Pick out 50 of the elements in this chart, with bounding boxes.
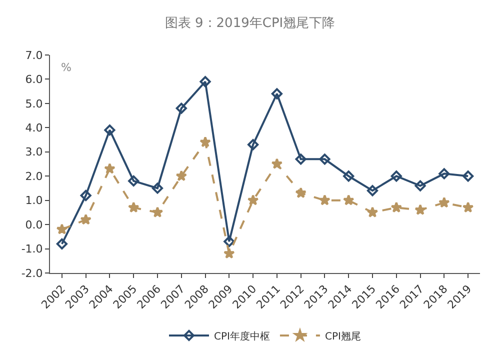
point	[366, 185, 378, 196]
point	[248, 139, 259, 150]
y-tick-label: 4.0	[25, 122, 43, 135]
point	[462, 202, 474, 213]
point	[319, 154, 330, 165]
y-tick-label: -1.0	[21, 242, 43, 256]
point	[414, 204, 426, 215]
point	[152, 206, 164, 218]
point	[128, 175, 140, 187]
point	[224, 248, 235, 259]
y-tick-label: 7.0	[25, 48, 43, 62]
legend-label: CPI年度中枢	[214, 330, 270, 342]
point	[462, 170, 474, 182]
y-tick-label: -2.0	[21, 266, 43, 280]
point	[438, 196, 450, 208]
point	[80, 190, 92, 202]
point	[390, 202, 402, 213]
y-tick-label: 1.0	[25, 194, 43, 208]
y-tick-label: 2.0	[25, 170, 43, 183]
point	[104, 162, 116, 174]
point	[56, 238, 68, 250]
point	[295, 154, 306, 165]
y-tick-label: 5.0	[25, 97, 43, 110]
point	[152, 182, 164, 194]
point	[414, 180, 426, 192]
point	[295, 187, 306, 198]
point	[56, 224, 68, 234]
y-tick-label: 6.0	[25, 73, 43, 86]
y-tick-label: 0.0	[25, 218, 43, 232]
point	[343, 170, 354, 182]
chart-title: 图表 9：2019年CPI翘尾下降	[164, 16, 336, 32]
point	[200, 136, 211, 148]
point	[176, 102, 187, 114]
point	[224, 236, 235, 248]
point	[438, 168, 450, 180]
point	[104, 124, 116, 136]
point	[200, 76, 211, 88]
point	[128, 202, 140, 213]
point	[80, 214, 92, 225]
point	[319, 194, 330, 206]
point	[176, 170, 188, 182]
y-axis-title: %	[61, 61, 72, 74]
point	[390, 170, 402, 182]
point	[342, 194, 354, 206]
legend-label: CPI翘尾	[324, 330, 361, 342]
y-tick-label: 3.0	[25, 146, 43, 159]
point	[247, 194, 259, 206]
point	[366, 206, 378, 218]
point	[271, 158, 283, 169]
point	[271, 88, 282, 100]
